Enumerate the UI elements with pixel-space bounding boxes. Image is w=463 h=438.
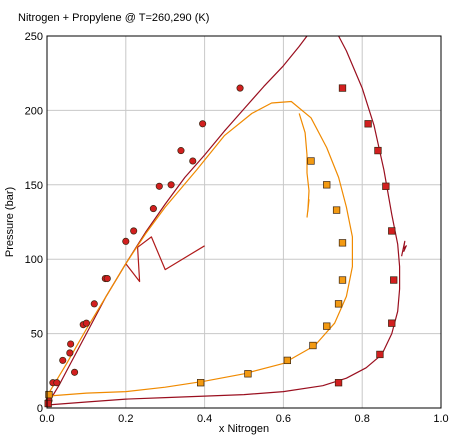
data-point-square: [244, 370, 252, 378]
data-point-circle: [130, 227, 138, 235]
x-tick-label: 0.4: [197, 413, 212, 425]
data-point-square: [364, 120, 372, 128]
data-point-circle: [53, 379, 61, 387]
data-point-circle: [236, 84, 244, 92]
data-point-square: [44, 399, 52, 408]
data-point-circle: [189, 157, 197, 165]
data-point-square: [323, 322, 331, 330]
y-tick-labels: 0 50 100 150 200 250: [25, 31, 43, 415]
y-tick-label: 250: [25, 31, 43, 43]
data-point-circle: [167, 181, 175, 189]
data-point-circle: [66, 349, 74, 357]
data-point-circle: [59, 356, 67, 364]
data-point-square: [309, 341, 317, 350]
data-point-circle: [177, 147, 185, 155]
data-point-circle: [103, 274, 111, 283]
curve-line-5: [401, 240, 407, 257]
data-point-circle: [155, 182, 163, 190]
grid-lines: [47, 36, 441, 408]
data-point-square: [307, 157, 315, 165]
curve-line-4: [46, 35, 308, 406]
curve-line-8: [298, 113, 310, 218]
data-point-square: [338, 276, 347, 284]
y-tick-label: 150: [25, 180, 43, 192]
data-point-circle: [67, 340, 75, 348]
x-tick-label: 1.0: [433, 413, 448, 425]
markers-layer: [44, 84, 398, 408]
data-point-square: [197, 379, 205, 387]
data-point-square: [338, 84, 347, 92]
y-axis-label: Pressure (bar): [4, 187, 16, 257]
data-point-circle: [90, 300, 98, 308]
data-point-square: [332, 206, 341, 214]
data-point-circle: [82, 319, 90, 327]
data-point-square: [376, 350, 384, 359]
y-tick-label: 100: [25, 254, 43, 266]
y-tick-label: 0: [37, 403, 43, 415]
x-tick-label: 0.2: [118, 413, 133, 425]
x-tick-label: 0.0: [39, 413, 54, 425]
curve-line-3: [46, 35, 401, 406]
plot-frame: [46, 35, 442, 409]
data-point-square: [334, 300, 343, 308]
x-axis-label: x Nitrogen: [219, 423, 269, 435]
curve-line-6: [125, 236, 205, 283]
data-point-circle: [122, 237, 130, 245]
data-point-square: [388, 319, 396, 327]
x-tick-label: 0.8: [355, 413, 370, 425]
curves-layer: [46, 35, 407, 406]
data-point-square: [374, 146, 382, 155]
data-point-square: [382, 182, 390, 190]
y-tick-label: 200: [25, 105, 43, 117]
data-point-circle: [199, 120, 207, 128]
x-tick-label: 0.6: [276, 413, 291, 425]
data-point-square: [338, 239, 347, 247]
data-point-square: [283, 356, 291, 365]
chart-title: Nitrogen + Propylene @ T=260,290 (K): [18, 12, 209, 24]
x-tick-labels: 0.0 0.2 0.4 0.6 0.8 1.0: [39, 413, 448, 425]
curve-line-7: [46, 100, 353, 397]
data-point-square: [390, 276, 398, 284]
data-point-square: [388, 227, 396, 235]
data-point-circle: [149, 205, 157, 213]
data-point-circle: [71, 368, 79, 376]
data-point-square: [334, 379, 343, 387]
data-point-square: [323, 181, 331, 189]
y-tick-label: 50: [31, 329, 43, 341]
data-point-square: [45, 390, 53, 399]
